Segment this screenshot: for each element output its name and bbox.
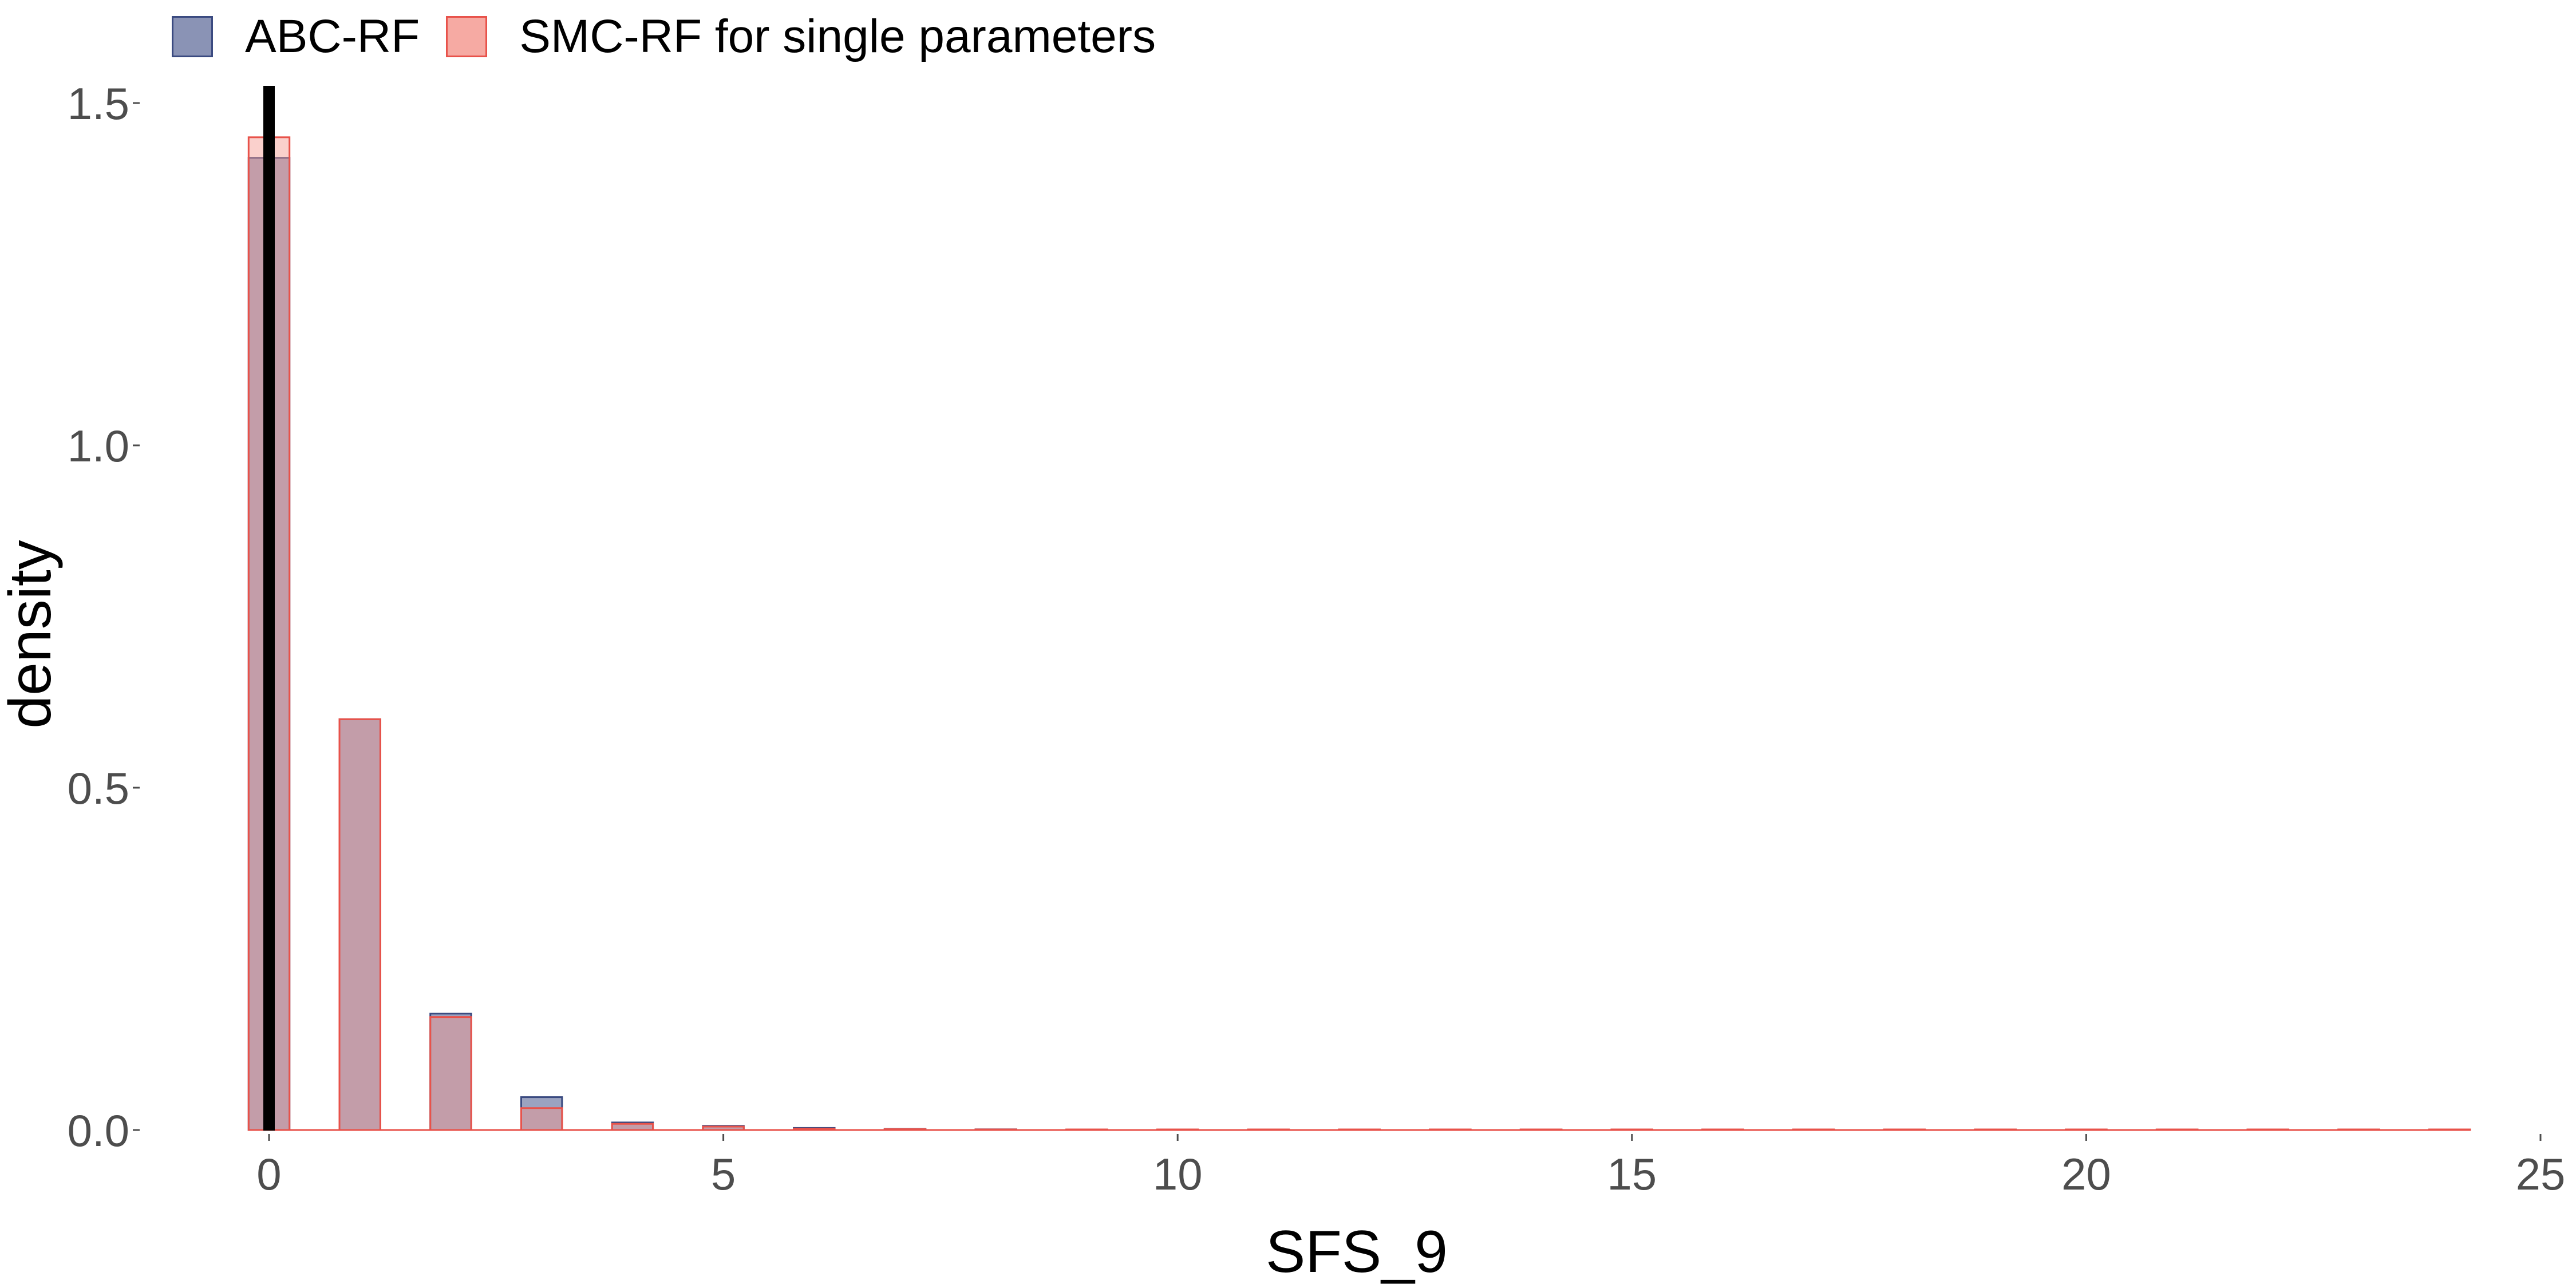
- x-axis-title: SFS_9: [1266, 1219, 1448, 1285]
- legend-swatch-abc-rf: [172, 16, 213, 57]
- x-tick-label-10: 10: [1153, 1149, 1203, 1199]
- bar-smc-rf-4: [611, 1123, 654, 1131]
- bar-abc-rf-2: [429, 1013, 472, 1131]
- bar-smc-rf-2: [429, 1016, 472, 1131]
- legend-label-abc-rf: ABC-RF: [245, 10, 420, 62]
- x-tick-label-15: 15: [1607, 1149, 1657, 1199]
- bars-layer: [247, 136, 2471, 1131]
- y-axis-title: density: [0, 540, 64, 729]
- x-tick-label-5: 5: [711, 1149, 736, 1199]
- y-tick-label-0: 0.0: [68, 1105, 129, 1156]
- legend-item-smc-rf: SMC-RF for single parameters: [446, 10, 1156, 64]
- y-tick-label-3: 1.5: [68, 78, 129, 129]
- bar-abc-rf-3: [520, 1096, 563, 1131]
- legend: ABC-RF SMC-RF for single parameters: [172, 8, 1182, 65]
- legend-swatch-smc-rf: [446, 16, 488, 57]
- bar-smc-rf-1: [338, 718, 381, 1131]
- legend-item-abc-rf: ABC-RF: [172, 10, 420, 64]
- bar-smc-rf-3: [520, 1107, 563, 1131]
- y-tick-label-2: 1.0: [68, 421, 129, 471]
- x-tick-label-25: 25: [2516, 1149, 2566, 1199]
- ticks-layer: 0 5 10 15 20 25 0.0 0.5 1.0 1.5: [68, 78, 2566, 1199]
- series-abc-rf: [247, 157, 2471, 1131]
- legend-label-smc-rf: SMC-RF for single parameters: [519, 10, 1156, 62]
- x-tick-label-20: 20: [2061, 1149, 2111, 1199]
- x-tick-label-0: 0: [256, 1149, 281, 1199]
- y-tick-label-1: 0.5: [68, 763, 129, 813]
- series-smc-rf: [247, 136, 2471, 1131]
